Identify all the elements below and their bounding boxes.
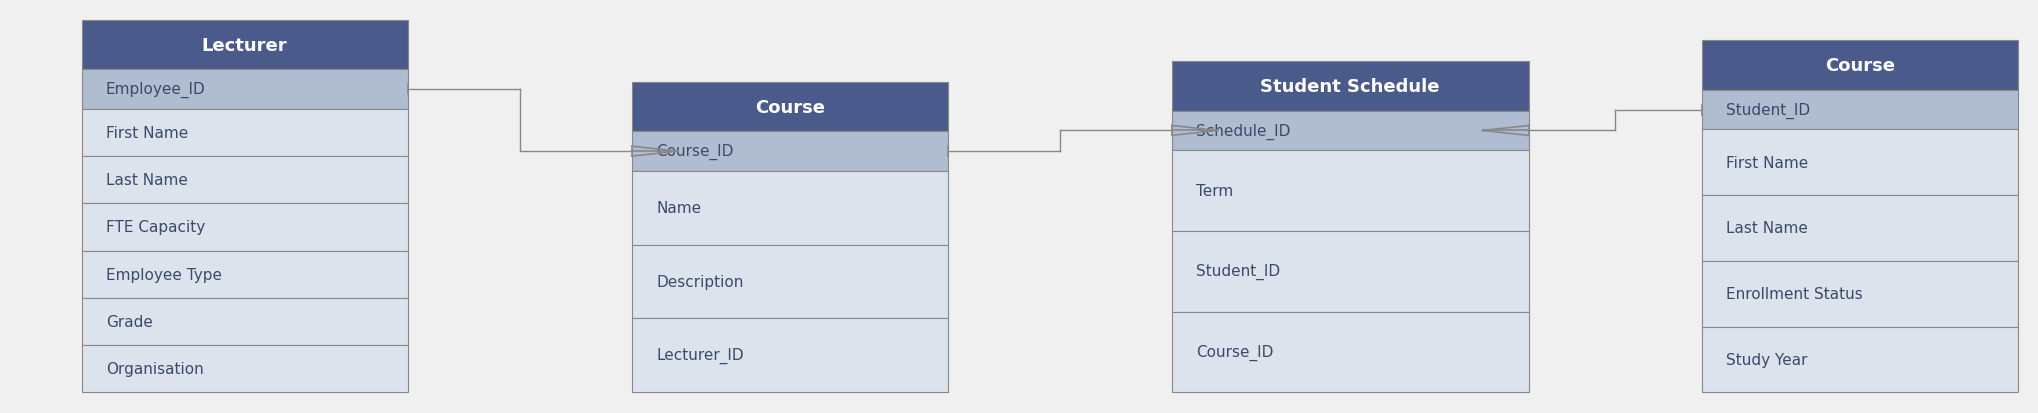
Text: Description: Description <box>656 274 744 290</box>
FancyBboxPatch shape <box>82 298 408 345</box>
Text: Course: Course <box>754 98 825 116</box>
Text: Last Name: Last Name <box>1726 221 1808 236</box>
FancyBboxPatch shape <box>1172 112 1528 151</box>
Text: Last Name: Last Name <box>106 173 187 188</box>
Text: FTE Capacity: FTE Capacity <box>106 220 206 235</box>
Text: Organisation: Organisation <box>106 361 204 376</box>
Text: Lecturer: Lecturer <box>202 36 287 55</box>
FancyBboxPatch shape <box>1172 151 1528 231</box>
FancyBboxPatch shape <box>82 21 408 70</box>
FancyBboxPatch shape <box>82 251 408 298</box>
FancyBboxPatch shape <box>1702 91 2018 130</box>
FancyBboxPatch shape <box>1702 261 2018 327</box>
Text: Course_ID: Course_ID <box>656 144 734 160</box>
Text: Term: Term <box>1196 183 1233 199</box>
FancyBboxPatch shape <box>1702 327 2018 392</box>
FancyBboxPatch shape <box>1172 231 1528 312</box>
FancyBboxPatch shape <box>632 245 948 319</box>
FancyBboxPatch shape <box>1172 312 1528 392</box>
FancyBboxPatch shape <box>82 204 408 251</box>
Text: Enrollment Status: Enrollment Status <box>1726 287 1863 301</box>
Text: Student_ID: Student_ID <box>1726 102 1810 119</box>
FancyBboxPatch shape <box>82 157 408 204</box>
Text: Employee Type: Employee Type <box>106 267 222 282</box>
FancyBboxPatch shape <box>1172 62 1528 112</box>
FancyBboxPatch shape <box>632 319 948 392</box>
Text: Name: Name <box>656 201 701 216</box>
Text: Employee_ID: Employee_ID <box>106 82 206 98</box>
Text: Grade: Grade <box>106 314 153 329</box>
FancyBboxPatch shape <box>82 109 408 157</box>
FancyBboxPatch shape <box>1702 196 2018 261</box>
Text: First Name: First Name <box>106 126 187 140</box>
FancyBboxPatch shape <box>632 132 948 171</box>
Text: Course: Course <box>1824 57 1895 75</box>
FancyBboxPatch shape <box>632 171 948 245</box>
FancyBboxPatch shape <box>1702 130 2018 196</box>
Text: Lecturer_ID: Lecturer_ID <box>656 347 744 363</box>
Text: Student Schedule: Student Schedule <box>1259 78 1441 96</box>
FancyBboxPatch shape <box>82 345 408 392</box>
FancyBboxPatch shape <box>632 83 948 132</box>
FancyBboxPatch shape <box>82 70 408 109</box>
Text: Study Year: Study Year <box>1726 352 1808 367</box>
Text: Student_ID: Student_ID <box>1196 263 1280 280</box>
Text: Schedule_ID: Schedule_ID <box>1196 123 1290 139</box>
Text: Course_ID: Course_ID <box>1196 344 1274 360</box>
FancyBboxPatch shape <box>1702 41 2018 91</box>
Text: First Name: First Name <box>1726 155 1808 170</box>
